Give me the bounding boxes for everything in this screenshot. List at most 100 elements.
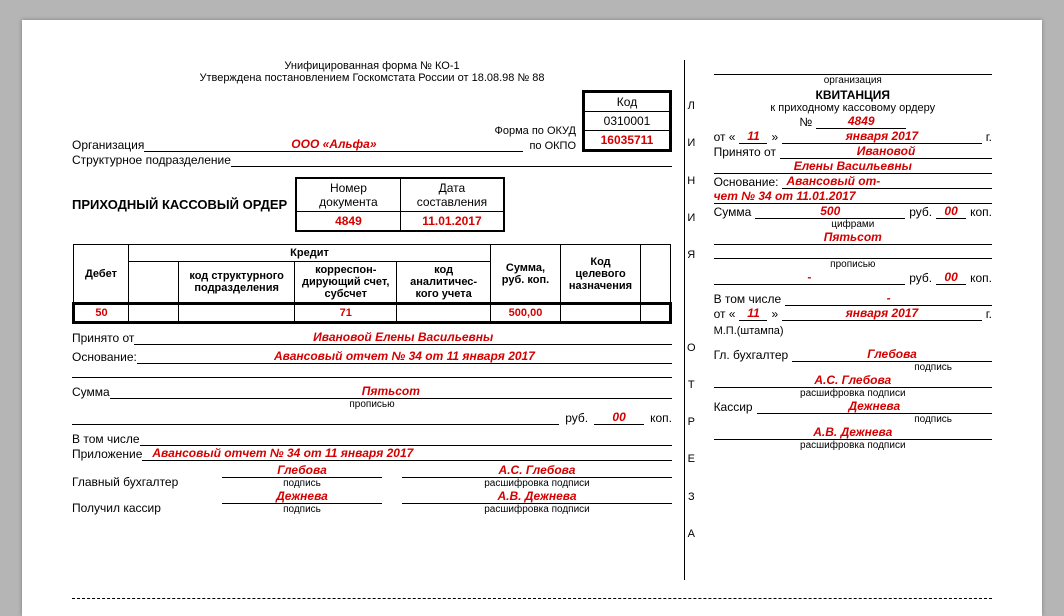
doc-date-label: Дата составления: [400, 178, 504, 212]
sum-words: Пятьсот: [110, 384, 672, 399]
r-basis-label: Основание:: [714, 175, 779, 189]
okpo-label: по ОКПО: [523, 140, 582, 152]
sum-label: Сумма: [72, 385, 110, 399]
main-form: Унифицированная форма № КО-1 Утверждена …: [72, 60, 672, 580]
col-credit: Кредит: [129, 245, 491, 262]
attach-label: Приложение: [72, 447, 142, 461]
chief-name: А.С. Глебова: [402, 463, 672, 478]
org-label: Организация: [72, 138, 144, 152]
r-no-label: №: [799, 115, 812, 129]
chief-sign: Глебова: [222, 463, 382, 478]
r-basis1: Авансовый от-: [782, 174, 992, 189]
r-mid: »: [771, 130, 778, 144]
r-cashier-name: А.В. Дежнева: [714, 425, 992, 440]
okud-label: Форма по ОКУД: [495, 125, 577, 137]
form-header-1: Унифицированная форма № КО-1: [72, 60, 672, 72]
val-sum: 500,00: [491, 304, 561, 323]
r-sum-label: Сумма: [714, 205, 752, 219]
r-from-name2: Елены Васильевны: [714, 159, 992, 174]
receipt-stub: организация КВИТАНЦИЯ к приходному кассо…: [710, 60, 992, 580]
r-incl-label: В том числе: [714, 292, 782, 306]
r-cashier-sign-cap: подпись: [714, 414, 992, 425]
col-analit: код аналитичес-кого учета: [397, 262, 491, 304]
r-chief-sign-cap: подпись: [714, 362, 992, 373]
r-rub2-label: руб.: [909, 271, 932, 285]
doc-title: ПРИХОДНЫЙ КАССОВЫЙ ОРДЕР: [72, 197, 287, 212]
col-blank: [641, 245, 671, 304]
val-blank: [641, 304, 671, 323]
r-words-cap: прописью: [714, 259, 992, 270]
doc-no-label: Номер документа: [296, 178, 400, 212]
kod-label: Код: [584, 92, 671, 112]
r-chief-name-cap: расшифровка подписи: [714, 388, 992, 399]
rub-label: руб.: [559, 411, 594, 425]
subdiv-value: [231, 152, 672, 167]
cashier-name: А.В. Дежнева: [402, 489, 672, 504]
codes-table: Код 0310001 16035711: [582, 90, 672, 152]
subdiv-label: Структурное подразделение: [72, 153, 231, 167]
from-label: Принято от: [72, 331, 134, 345]
r-year-suffix: г.: [986, 130, 992, 144]
r-chief-sign: Глебова: [792, 347, 992, 362]
chief-label: Главный бухгалтер: [72, 475, 202, 489]
r-chief-name: А.С. Глебова: [714, 373, 992, 388]
chief-name-cap: расшифровка подписи: [402, 478, 672, 489]
okud-value: 0310001: [584, 112, 671, 131]
r-from-label: Принято от: [714, 145, 776, 159]
attach-value: Авансовый отчет № 34 от 11 января 2017: [142, 446, 672, 461]
r-rub: 500: [755, 204, 905, 219]
okpo-value: 16035711: [584, 131, 671, 151]
r-kop2: 00: [936, 270, 966, 285]
r-to-order: к приходному кассовому ордеру: [714, 102, 992, 114]
r-stamp: М.П.(штампа): [714, 325, 992, 337]
chief-sign-cap: подпись: [222, 478, 382, 489]
r-from-name1: Ивановой: [780, 144, 992, 159]
r-basis2: чет № 34 от 11.01.2017: [714, 189, 992, 204]
r-from-prefix: от «: [714, 130, 736, 144]
r-incl-value: -: [785, 291, 992, 306]
col-debit: Дебет: [74, 245, 129, 304]
r-cashier-label: Кассир: [714, 400, 753, 414]
r-dash: -: [714, 270, 906, 285]
form-header-2: Утверждена постановлением Госкомстата Ро…: [72, 72, 672, 84]
r-rub-label: руб.: [909, 205, 932, 219]
val-corr: 71: [295, 304, 397, 323]
r-no-value: 4849: [816, 114, 906, 129]
val-analit: [397, 304, 491, 323]
col-sum: Сумма, руб. коп.: [491, 245, 561, 304]
val-debit: 50: [74, 304, 129, 323]
r-org-cap: организация: [714, 75, 992, 86]
val-purpose: [561, 304, 641, 323]
doc-date-value: 11.01.2017: [400, 212, 504, 232]
r-digits-cap: цифрами: [714, 219, 992, 230]
r-title: КВИТАНЦИЯ: [714, 88, 992, 102]
col-struct: код структурного подразделения: [179, 262, 295, 304]
basis-label: Основание:: [72, 350, 137, 364]
rub-blank: [72, 410, 559, 425]
r-words: Пятьсот: [714, 230, 992, 245]
r-cashier-sign: Дежнева: [757, 399, 992, 414]
r-kop: 00: [936, 204, 966, 219]
col-corr: корреспон-дирующий счет, субсчет: [295, 262, 397, 304]
cashier-sign: Дежнева: [222, 489, 382, 504]
cashier-name-cap: расшифровка подписи: [402, 504, 672, 515]
basis-value: Авансовый отчет № 34 от 11 января 2017: [137, 349, 672, 364]
tear-line: [72, 598, 992, 599]
col-purpose: Код целевого назначения: [561, 245, 641, 304]
kop-value: 00: [594, 410, 644, 425]
incl-value: [140, 431, 672, 446]
document-page: Унифицированная форма № КО-1 Утверждена …: [22, 20, 1042, 616]
accounting-grid: Дебет Кредит Сумма, руб. коп. Код целево…: [72, 244, 672, 324]
incl-label: В том числе: [72, 432, 140, 446]
r-chief-label: Гл. бухгалтер: [714, 348, 789, 362]
r-day: 11: [739, 129, 767, 144]
r-cashier-name-cap: расшифровка подписи: [714, 440, 992, 451]
doc-no-value: 4849: [296, 212, 400, 232]
sum-caption: прописью: [72, 399, 672, 410]
cut-line: Л И Н И Я О Т Р Е З А: [684, 60, 698, 580]
val-struct: [179, 304, 295, 323]
cashier-label: Получил кассир: [72, 501, 202, 515]
doc-number-date-table: Номер документа Дата составления 4849 11…: [295, 177, 505, 232]
from-value: Ивановой Елены Васильевны: [134, 330, 672, 345]
cashier-sign-cap: подпись: [222, 504, 382, 515]
